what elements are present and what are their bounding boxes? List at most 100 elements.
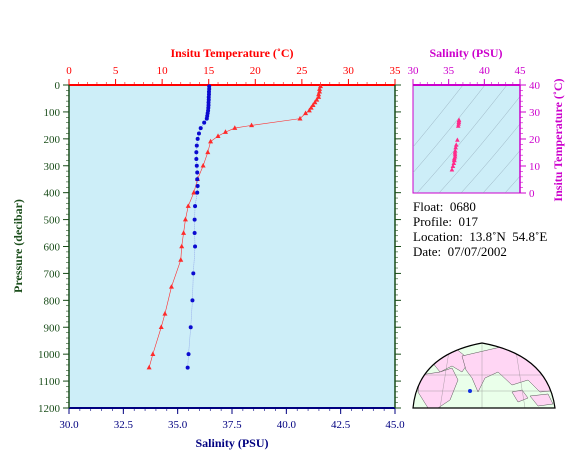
temperature-point [181,230,187,235]
salinity-tick-label: 40.0 [277,419,297,431]
ts-point [455,123,461,128]
location-map [412,342,556,409]
temperature-point [182,216,188,222]
temperature-point [179,243,185,249]
salinity-point [196,131,201,136]
salinity-point [195,136,200,141]
ts-point [449,167,455,172]
salinity-point [195,170,200,175]
temperature-tick-label: 15 [203,65,215,77]
pressure-tick-label: 400 [44,188,61,200]
float-location-marker [468,389,472,393]
temperature-tick-label: 0 [66,65,72,77]
ts-point [452,150,458,155]
temperature-tick-label: 25 [296,65,308,77]
pressure-tick-label: 1100 [38,376,60,388]
salinity-point [202,120,207,125]
float-id: Float: 0680 [413,199,476,214]
density-contour [504,175,520,193]
salinity-tick-label: 32.5 [114,419,134,431]
ts-point [452,148,458,153]
temperature-point [185,203,191,208]
density-contour [460,123,520,193]
salinity-point [194,163,199,168]
pressure-tick-label: 500 [44,215,61,227]
ts-salinity-tick-label: 35 [443,65,455,77]
temperature-point [146,364,152,370]
pressure-tick-label: 100 [44,107,61,119]
date: Date: 07/07/2002 [413,244,507,259]
ts-salinity-tick-label: 40 [479,65,491,77]
ts-salinity-axis-label: Salinity (PSU) [429,46,502,60]
ts-point [450,163,456,168]
salinity-point [191,271,196,276]
ts-salinity-tick-label: 45 [515,65,527,77]
temperature-point [158,324,164,330]
salinity-point [194,143,199,148]
salinity-point [185,365,190,370]
ts-point [456,121,461,126]
ts-salinity-tick-label: 30 [408,65,420,77]
temperature-point [310,102,316,107]
temperature-point [232,125,238,130]
salinity-point [204,116,209,121]
salinity-point [190,298,195,303]
density-contour [482,150,520,193]
temperature-point [200,162,206,168]
ts-point [452,158,457,163]
temperature-point [205,149,211,155]
profile-plot-area [68,84,396,409]
ts-temperature-tick-label: 10 [529,161,541,173]
temperature-axis-label: Insitu Temperature (˚C) [170,46,293,60]
salinity-point [198,126,203,131]
pressure-tick-label: 1000 [38,349,61,361]
temperature-point [215,133,221,138]
pressure-tick-label: 0 [55,80,61,92]
ts-temperature-axis-label: Insitu Temperature (˚C) [551,78,565,201]
temperature-point [249,122,255,128]
temperature-tick-label: 10 [157,65,169,77]
density-contour [416,85,508,193]
temperature-tick-label: 30 [343,65,355,77]
salinity-tick-label: 37.5 [222,419,242,431]
ts-point [451,160,457,165]
density-contour [413,85,464,148]
salinity-tick-label: 45.0 [385,419,405,431]
pressure-tick-label: 200 [44,134,61,146]
temperature-point [308,105,314,110]
temperature-point [306,107,312,113]
temperature-point [208,138,214,144]
ts-temperature-tick-label: 20 [529,134,541,146]
ts-temperature-tick-label: 40 [529,80,541,92]
salinity-tick-label: 42.5 [331,419,351,431]
pressure-tick-label: 1200 [38,403,61,415]
temperature-point [168,284,174,289]
salinity-point [186,352,191,357]
pressure-tick-label: 600 [44,242,61,254]
temperature-point [316,94,322,99]
temperature-point [162,310,168,316]
salinity-point [194,157,199,162]
salinity-point [192,231,197,236]
salinity-point [192,217,197,222]
temperature-point [317,86,323,91]
pressure-tick-label: 700 [44,268,61,280]
pressure-tick-label: 300 [44,161,61,173]
density-contour [438,96,520,193]
ts-point [453,142,459,147]
salinity-point [195,190,200,195]
pressure-tick-label: 800 [44,295,61,307]
temperature-tick-label: 35 [390,65,402,77]
salinity-tick-label: 30.0 [59,419,79,431]
temperature-point [150,351,156,356]
ts-point [453,145,458,150]
temperature-point [178,257,184,262]
temperature-point [303,110,309,116]
temperature-point [314,97,320,102]
salinity-point [195,177,200,182]
ts-plot-area [412,84,521,194]
temperature-point [222,129,228,134]
location: Location: 13.8˚N 54.8˚E [413,229,548,244]
